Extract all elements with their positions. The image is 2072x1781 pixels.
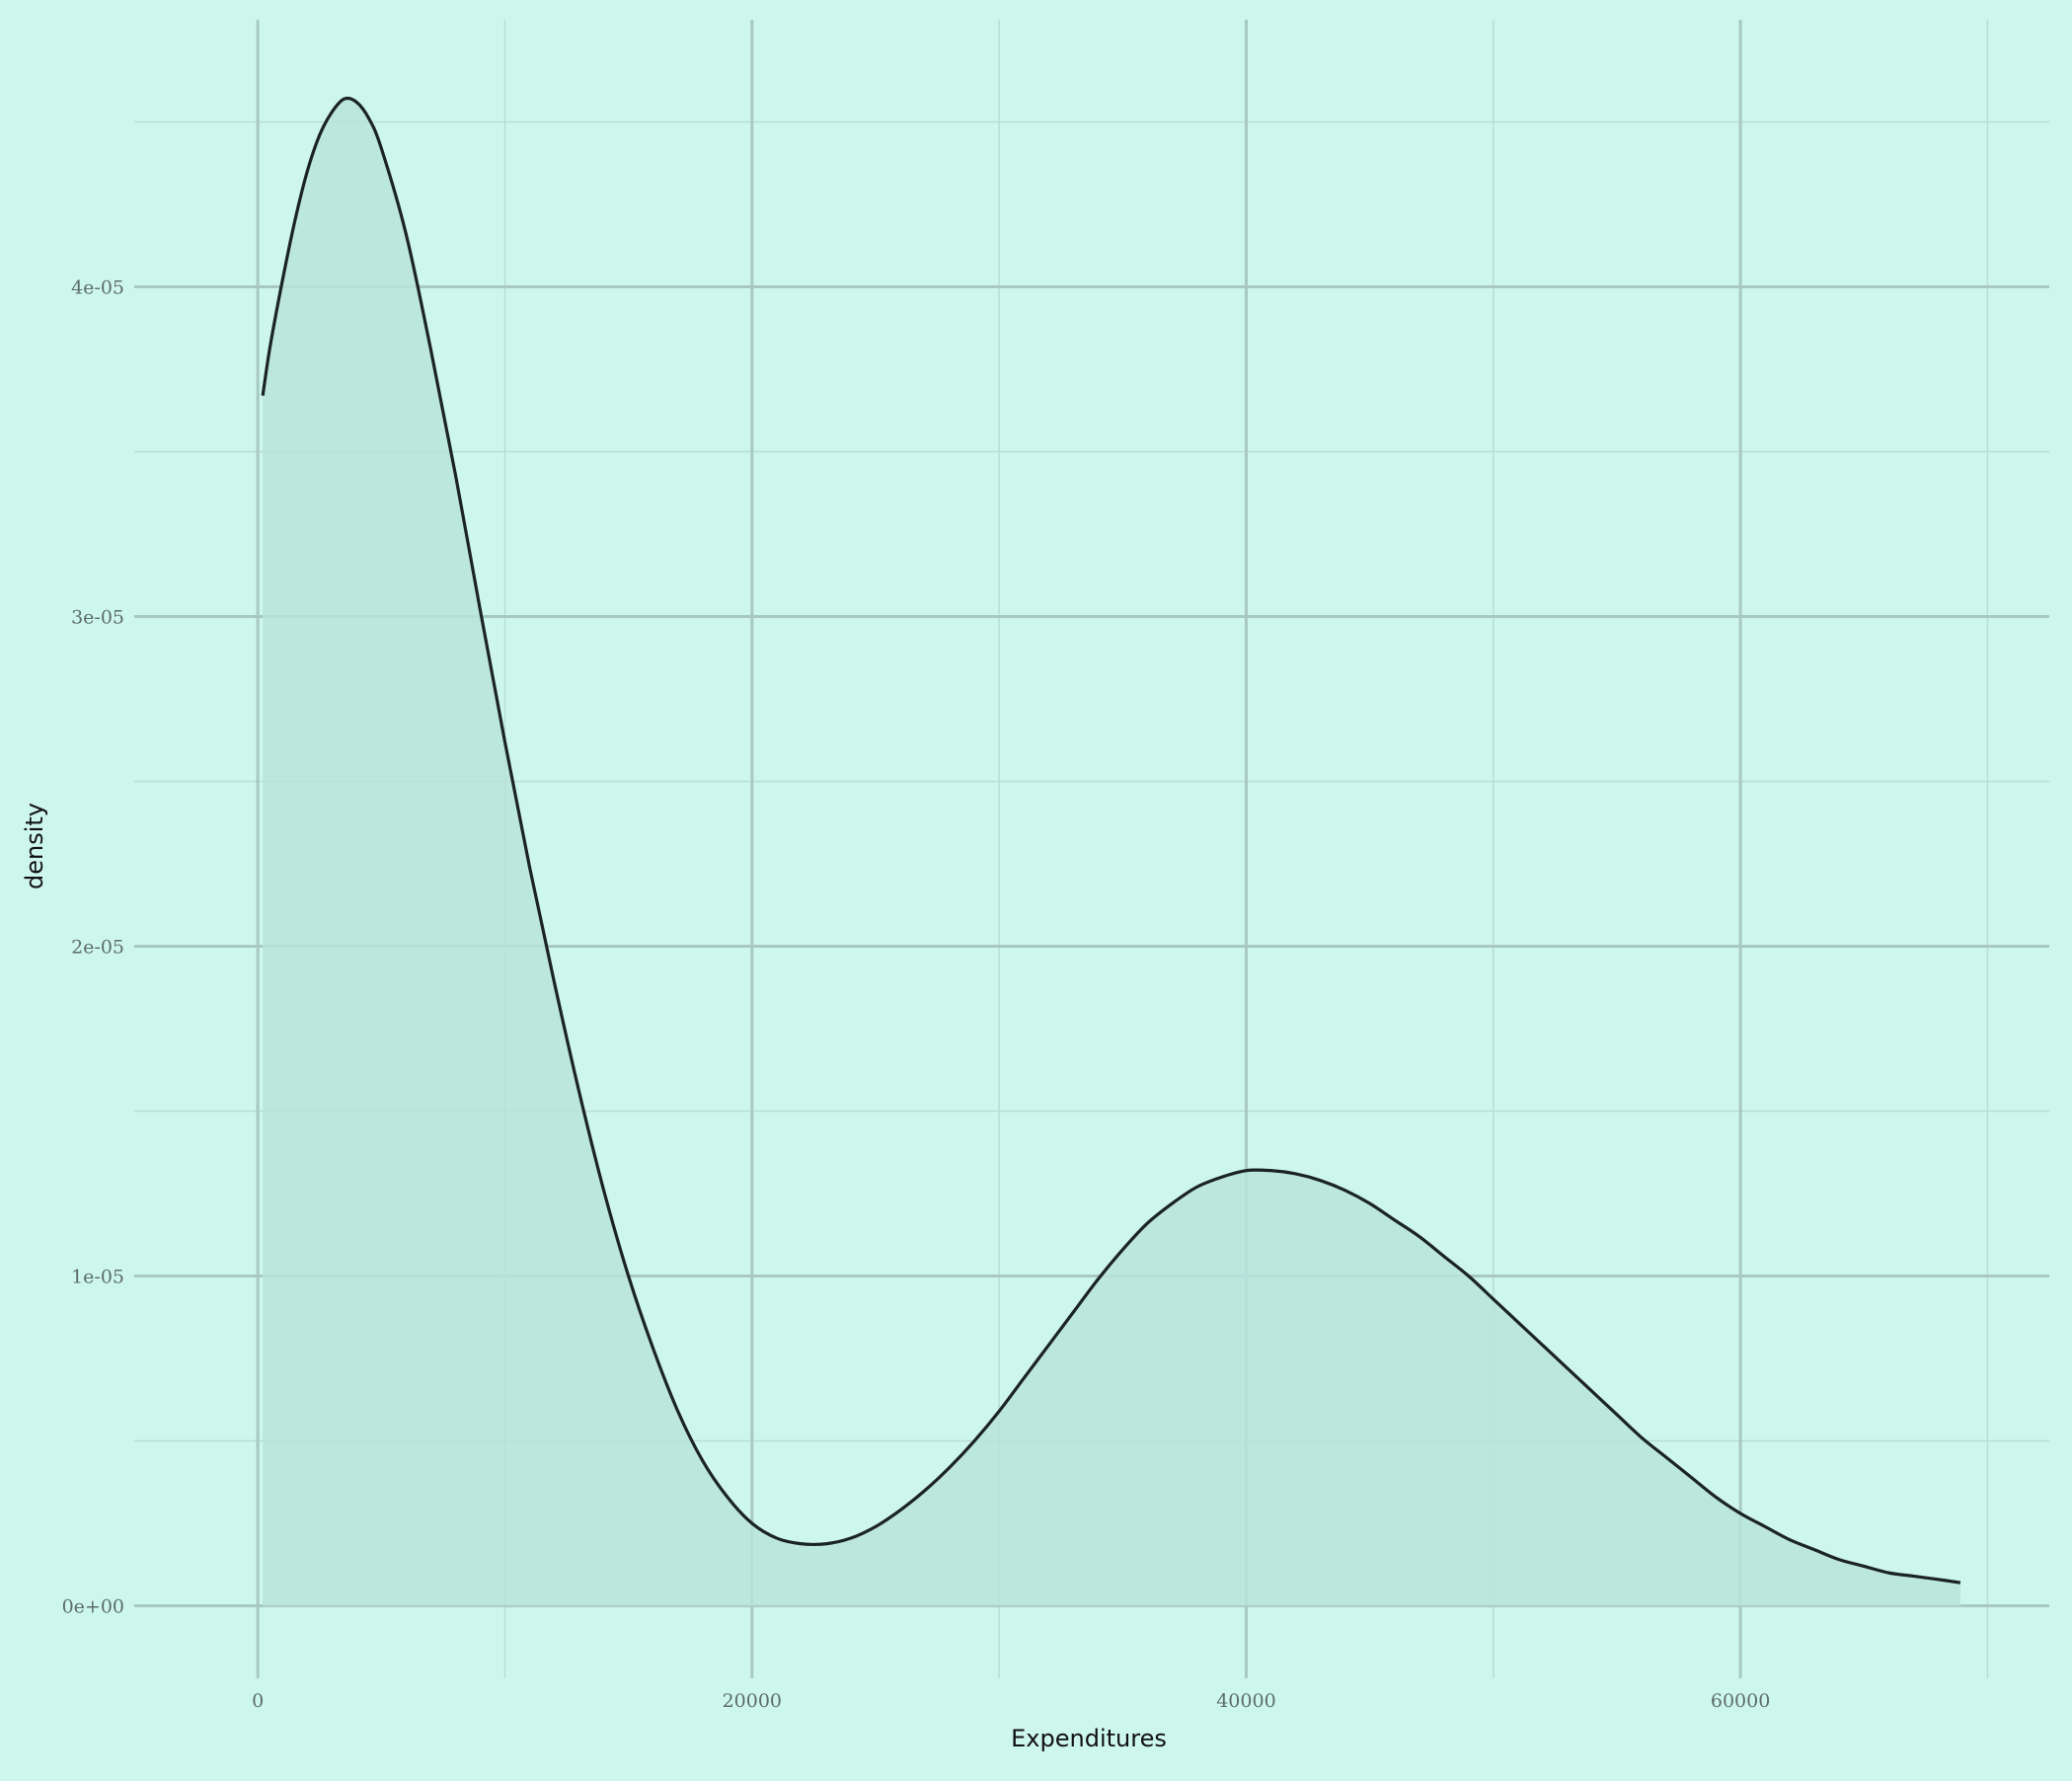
- y-tick-label: 2e-05: [71, 937, 124, 959]
- y-tick-label: 0e+00: [62, 1596, 124, 1618]
- density-curve-line: [261, 96, 1961, 1585]
- y-tick-label: 1e-05: [71, 1267, 124, 1288]
- y-tick-label: 4e-05: [71, 277, 124, 299]
- y-axis-tick-labels: 0e+00 1e-05 2e-05 3e-05 4e-05: [62, 277, 124, 1618]
- x-tick-label: 40000: [1216, 1690, 1275, 1712]
- major-gridlines: [134, 20, 2049, 1678]
- y-tick-label: 3e-05: [71, 607, 124, 629]
- x-axis-tick-labels: 0 20000 40000 60000: [252, 1690, 1770, 1712]
- x-tick-label: 20000: [723, 1690, 782, 1712]
- x-axis-title: Expenditures: [1011, 1725, 1167, 1752]
- y-axis-title: density: [21, 803, 48, 890]
- x-tick-label: 60000: [1711, 1690, 1770, 1712]
- density-area-fill: [263, 98, 1960, 1606]
- x-tick-label: 0: [252, 1690, 264, 1712]
